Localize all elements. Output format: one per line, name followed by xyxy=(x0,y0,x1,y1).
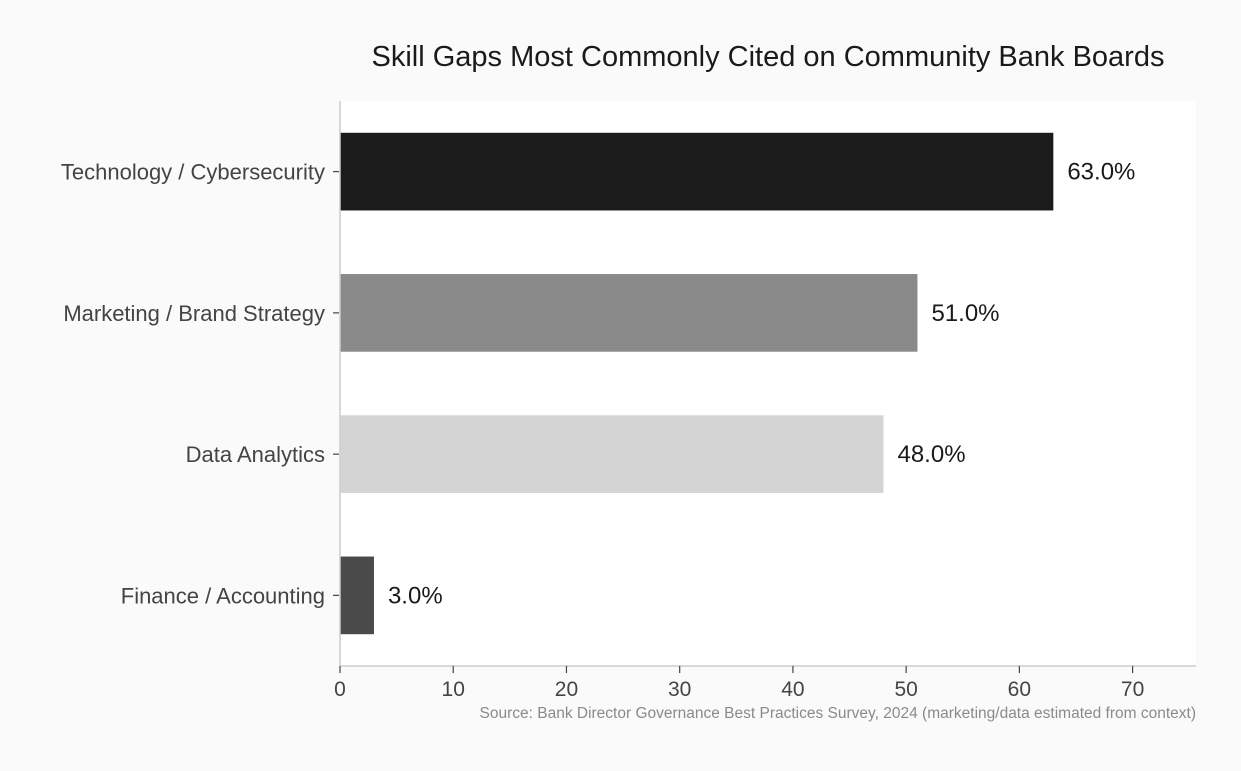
bar xyxy=(340,132,1054,211)
bar xyxy=(340,415,884,493)
x-tick-label: 10 xyxy=(442,678,465,701)
bars-group xyxy=(340,132,1054,635)
bar xyxy=(340,274,918,352)
data-label: 48.0% xyxy=(897,441,965,468)
x-tick-label: 50 xyxy=(894,678,917,701)
y-tick-label: Technology / Cybersecurity xyxy=(61,160,325,185)
y-tick-label: Data Analytics xyxy=(186,442,325,467)
y-axis: Technology / Cybersecurity Marketing / Br… xyxy=(61,101,341,666)
data-label: 3.0% xyxy=(388,582,443,609)
chart-title: Skill Gaps Most Commonly Cited on Commun… xyxy=(372,41,1165,73)
x-tick-label: 20 xyxy=(555,678,578,701)
data-labels-group: 63.0% 51.0% 48.0% 3.0% xyxy=(388,159,1135,610)
data-label: 51.0% xyxy=(931,300,999,327)
x-tick-label: 30 xyxy=(668,678,691,701)
y-tick-label: Finance / Accounting xyxy=(121,583,325,608)
bar xyxy=(340,556,374,635)
x-axis: 0 10 20 30 40 50 60 70 xyxy=(334,665,1196,701)
source-note: Source: Bank Director Governance Best Pr… xyxy=(480,705,1196,722)
y-tick-label: Marketing / Brand Strategy xyxy=(63,301,325,326)
data-label: 63.0% xyxy=(1067,159,1135,186)
x-tick-label: 60 xyxy=(1008,678,1031,701)
x-tick-label: 0 xyxy=(334,678,346,701)
x-tick-label: 40 xyxy=(781,678,804,701)
x-tick-label: 70 xyxy=(1121,678,1144,701)
